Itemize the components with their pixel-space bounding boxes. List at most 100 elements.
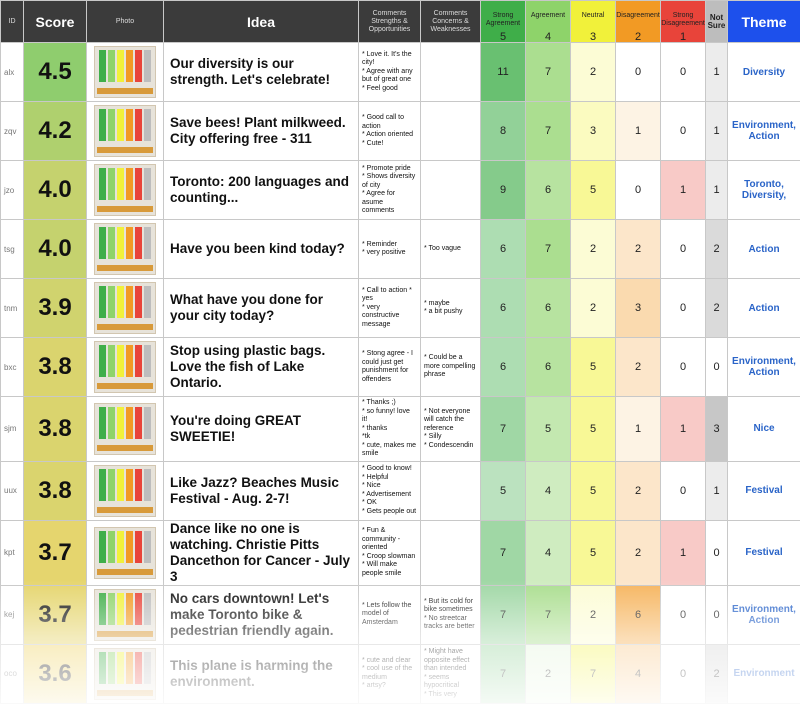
cell-agreement[interactable]: 2 xyxy=(525,643,571,704)
row-idea[interactable]: Stop using plastic bags. Love the fish o… xyxy=(163,337,359,397)
cell-strong-disagreement[interactable]: 0 xyxy=(660,643,706,704)
cell-strong-agreement[interactable]: 7 xyxy=(480,519,526,586)
header-idea[interactable]: Idea xyxy=(163,0,359,43)
cell-strong-agreement[interactable]: 5 xyxy=(480,460,526,521)
cell-agreement[interactable]: 6 xyxy=(525,337,571,397)
cell-strong-agreement[interactable]: 9 xyxy=(480,160,526,220)
header-not-sure[interactable]: Not Sure xyxy=(705,0,728,43)
cell-strong-disagreement[interactable]: 0 xyxy=(660,584,706,645)
row-idea[interactable]: Dance like no one is watching. Christie … xyxy=(163,519,359,586)
cell-disagreement[interactable]: 6 xyxy=(615,584,661,645)
row-strengths[interactable]: * Stong agree - I could just get punishm… xyxy=(358,337,421,397)
cell-agreement[interactable]: 5 xyxy=(525,396,571,462)
row-idea[interactable]: This plane is harming the environment. xyxy=(163,643,359,704)
row-theme[interactable]: Festival xyxy=(727,519,800,586)
cell-neutral[interactable]: 7 xyxy=(570,643,616,704)
row-idea[interactable]: Like Jazz? Beaches Music Festival - Aug.… xyxy=(163,460,359,521)
table-row[interactable]: uux 3.8 Like Jazz? Beaches Music Festival … xyxy=(0,460,800,521)
cell-not-sure[interactable]: 2 xyxy=(705,278,728,338)
header-photo[interactable]: Photo xyxy=(86,0,164,43)
row-theme[interactable]: Action xyxy=(727,219,800,279)
cell-neutral[interactable]: 2 xyxy=(570,278,616,338)
row-strengths[interactable]: * Lets follow the model of Amsterdam xyxy=(358,584,421,645)
row-idea[interactable]: Our diversity is our strength. Let's cel… xyxy=(163,42,359,102)
row-photo[interactable] xyxy=(86,101,164,161)
row-concerns[interactable]: * Too vague xyxy=(420,219,481,279)
row-concerns[interactable]: * But its cold for bike sometimes * No s… xyxy=(420,584,481,645)
cell-disagreement[interactable]: 2 xyxy=(615,460,661,521)
row-photo[interactable] xyxy=(86,337,164,397)
cell-strong-agreement[interactable]: 7 xyxy=(480,584,526,645)
row-concerns[interactable] xyxy=(420,42,481,102)
header-strong-disagreement[interactable]: Strong Disagreement 1 xyxy=(660,0,706,43)
row-idea[interactable]: Toronto: 200 languages and counting... xyxy=(163,160,359,220)
row-theme[interactable]: Environment, Action xyxy=(727,584,800,645)
table-row[interactable]: jzo 4.0 Toronto: 200 languages and countin… xyxy=(0,160,800,220)
row-concerns[interactable] xyxy=(420,101,481,161)
cell-agreement[interactable]: 7 xyxy=(525,101,571,161)
cell-not-sure[interactable]: 2 xyxy=(705,219,728,279)
row-strengths[interactable]: * Promote pride * Shows diversity of cit… xyxy=(358,160,421,220)
cell-strong-disagreement[interactable]: 0 xyxy=(660,278,706,338)
row-idea[interactable]: You're doing GREAT SWEETIE! xyxy=(163,396,359,462)
row-photo[interactable] xyxy=(86,278,164,338)
cell-strong-disagreement[interactable]: 0 xyxy=(660,101,706,161)
row-concerns[interactable]: * Could be a more compelling phrase xyxy=(420,337,481,397)
header-disagreement[interactable]: Disagreement 2 xyxy=(615,0,661,43)
cell-agreement[interactable]: 7 xyxy=(525,584,571,645)
cell-strong-agreement[interactable]: 11 xyxy=(480,42,526,102)
header-id[interactable]: ID xyxy=(0,0,24,43)
cell-strong-agreement[interactable]: 7 xyxy=(480,396,526,462)
cell-agreement[interactable]: 4 xyxy=(525,519,571,586)
row-strengths[interactable]: * Good to know! * Helpful * Nice * Adver… xyxy=(358,460,421,521)
cell-not-sure[interactable]: 3 xyxy=(705,396,728,462)
row-concerns[interactable]: * maybe * a bit pushy xyxy=(420,278,481,338)
cell-disagreement[interactable]: 0 xyxy=(615,42,661,102)
cell-disagreement[interactable]: 1 xyxy=(615,396,661,462)
row-photo[interactable] xyxy=(86,160,164,220)
cell-agreement[interactable]: 4 xyxy=(525,460,571,521)
cell-disagreement[interactable]: 3 xyxy=(615,278,661,338)
table-row[interactable]: tsg 4.0 Have you been kind today? * Reminde… xyxy=(0,219,800,279)
cell-agreement[interactable]: 6 xyxy=(525,160,571,220)
cell-disagreement[interactable]: 4 xyxy=(615,643,661,704)
row-theme[interactable]: Environment xyxy=(727,643,800,704)
row-photo[interactable] xyxy=(86,584,164,645)
table-row[interactable]: zqv 4.2 Save bees! Plant milkweed. City of… xyxy=(0,101,800,161)
row-strengths[interactable]: * cute and clear * cool use of the mediu… xyxy=(358,643,421,704)
row-concerns[interactable] xyxy=(420,160,481,220)
cell-disagreement[interactable]: 2 xyxy=(615,337,661,397)
table-row[interactable]: kpt 3.7 Dance like no one is watching. Chr… xyxy=(0,519,800,586)
cell-not-sure[interactable]: 0 xyxy=(705,337,728,397)
row-concerns[interactable] xyxy=(420,519,481,586)
row-strengths[interactable]: * Love it. It's the city! * Agree with a… xyxy=(358,42,421,102)
row-theme[interactable]: Nice xyxy=(727,396,800,462)
cell-strong-disagreement[interactable]: 0 xyxy=(660,219,706,279)
table-row[interactable]: bxc 3.8 Stop using plastic bags. Love the … xyxy=(0,337,800,397)
row-strengths[interactable]: * Call to action * yes * very constructi… xyxy=(358,278,421,338)
row-concerns[interactable]: * Not everyone will catch the reference … xyxy=(420,396,481,462)
cell-strong-disagreement[interactable]: 1 xyxy=(660,160,706,220)
cell-neutral[interactable]: 3 xyxy=(570,101,616,161)
row-strengths[interactable]: * Reminder * very positive xyxy=(358,219,421,279)
table-row[interactable]: tnm 3.9 What have you done for your city t… xyxy=(0,278,800,338)
cell-agreement[interactable]: 7 xyxy=(525,219,571,279)
cell-neutral[interactable]: 5 xyxy=(570,337,616,397)
row-strengths[interactable]: * Fun & community - oriented * Croop slo… xyxy=(358,519,421,586)
row-concerns[interactable]: * Might have opposite effect than intend… xyxy=(420,643,481,704)
row-theme[interactable]: Action xyxy=(727,278,800,338)
row-theme[interactable]: Diversity xyxy=(727,42,800,102)
cell-strong-agreement[interactable]: 6 xyxy=(480,219,526,279)
table-row[interactable]: alx 4.5 Our diversity is our strength. Let… xyxy=(0,42,800,102)
row-strengths[interactable]: * Thanks ;) * so funny! love it! * thank… xyxy=(358,396,421,462)
cell-neutral[interactable]: 2 xyxy=(570,219,616,279)
cell-neutral[interactable]: 2 xyxy=(570,584,616,645)
row-theme[interactable]: Toronto, Diversity, xyxy=(727,160,800,220)
cell-strong-agreement[interactable]: 8 xyxy=(480,101,526,161)
row-photo[interactable] xyxy=(86,42,164,102)
cell-not-sure[interactable]: 1 xyxy=(705,460,728,521)
cell-strong-disagreement[interactable]: 0 xyxy=(660,337,706,397)
row-photo[interactable] xyxy=(86,519,164,586)
row-photo[interactable] xyxy=(86,643,164,704)
cell-strong-disagreement[interactable]: 0 xyxy=(660,460,706,521)
